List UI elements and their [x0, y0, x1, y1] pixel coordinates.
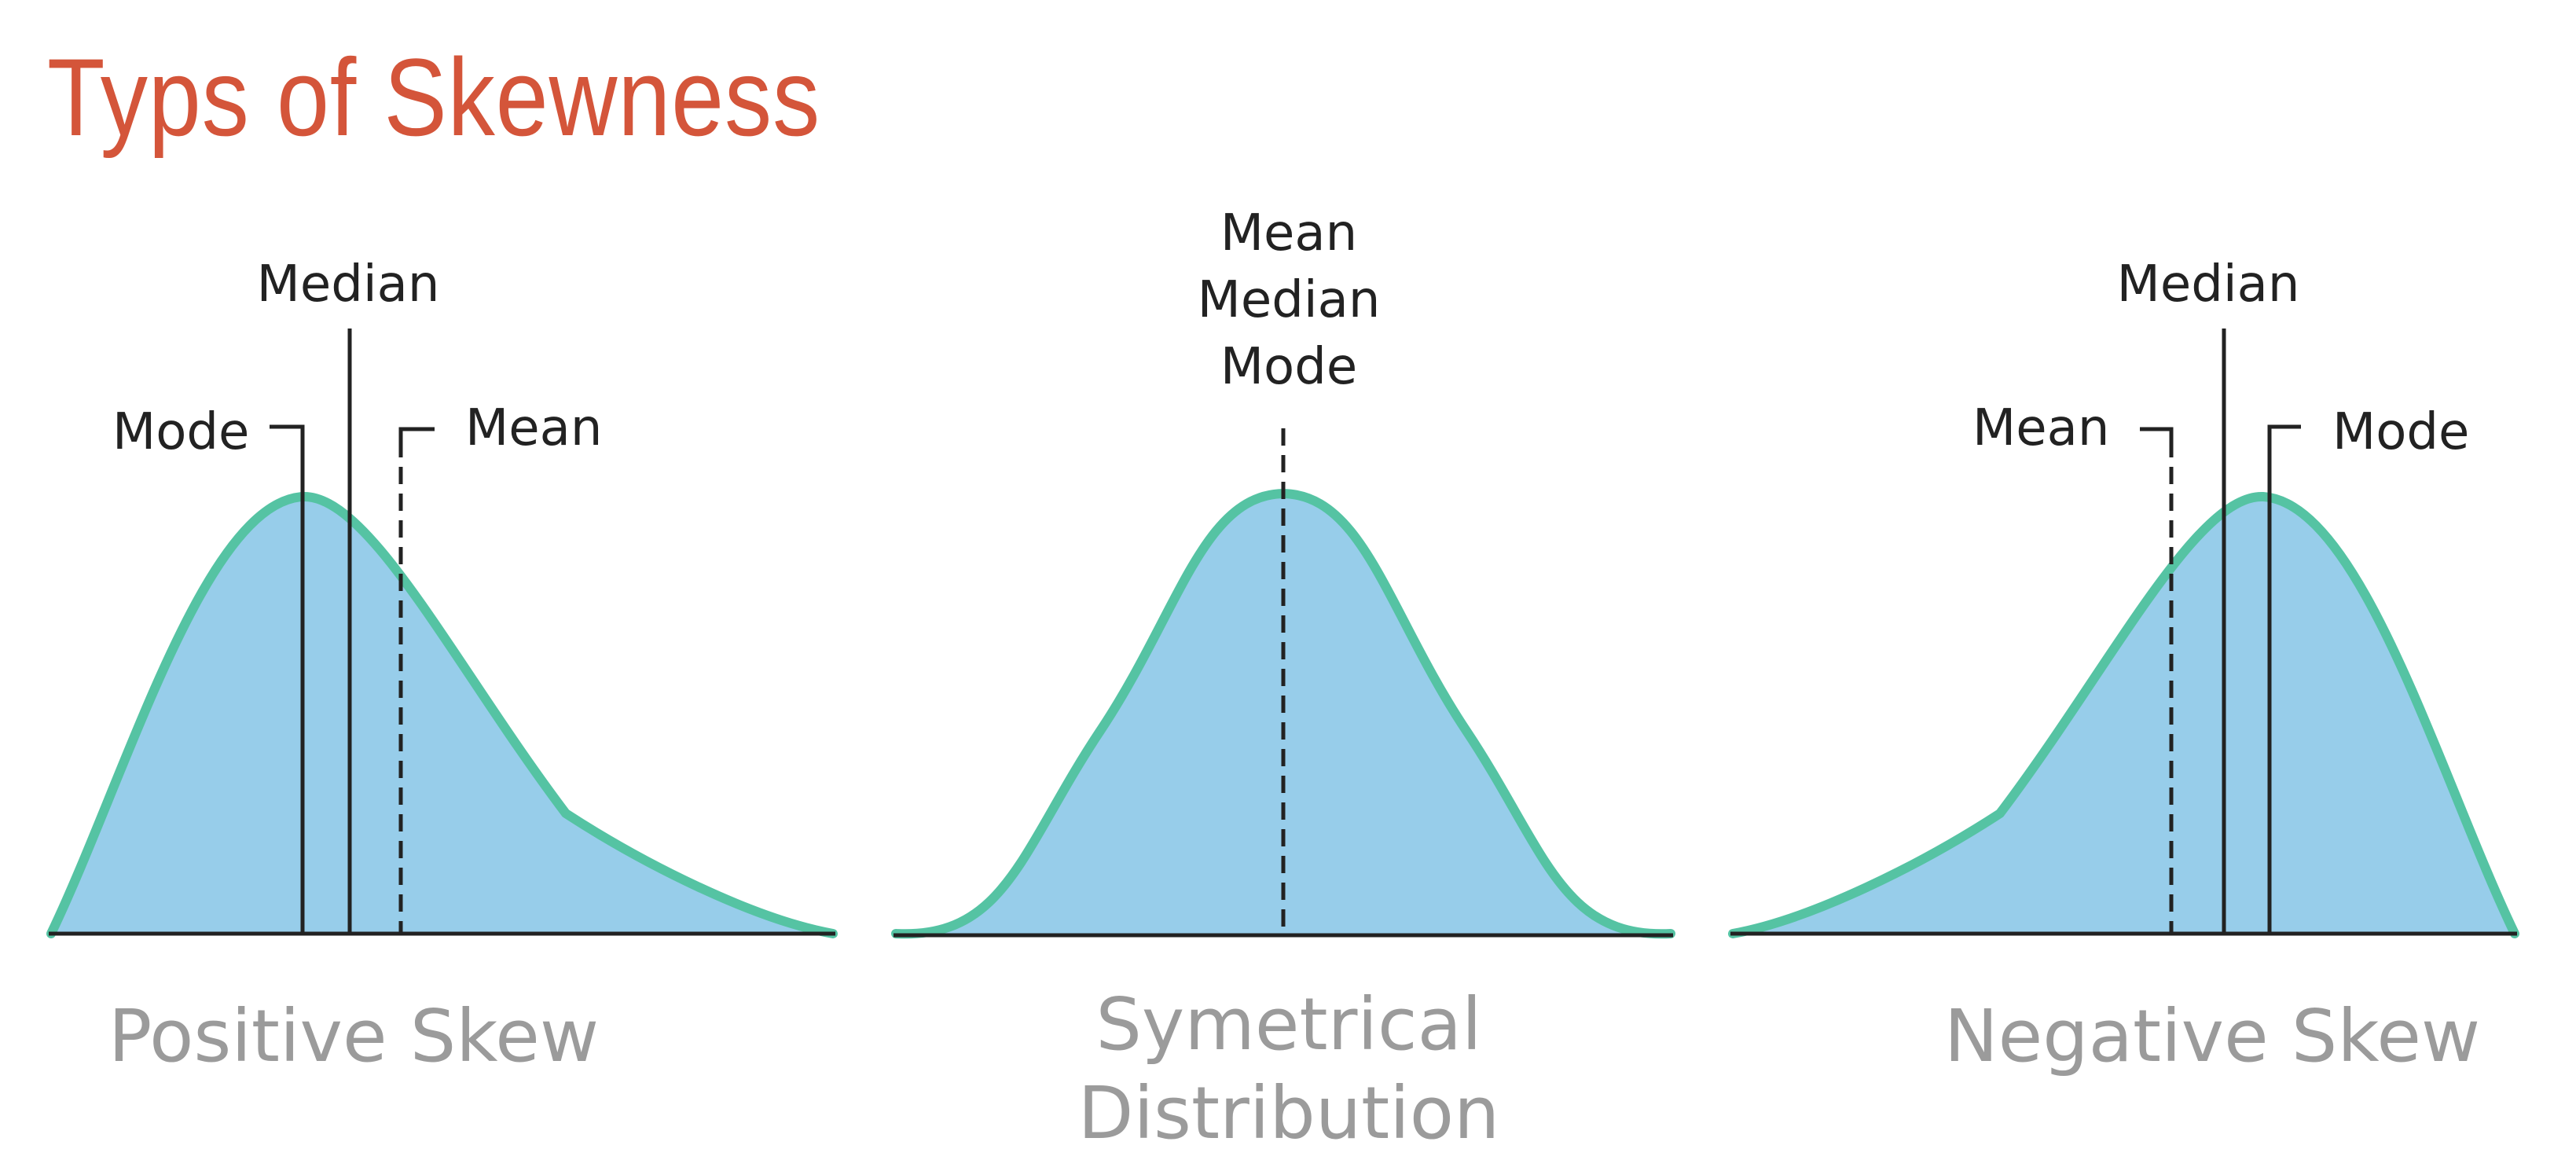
positive-panel-label: Positive Skew	[108, 994, 599, 1078]
positive-median-label: Median	[257, 255, 440, 314]
negative-mean-label: Mean	[1972, 399, 2109, 457]
negative-skew-curve	[1728, 491, 2519, 938]
positive-skew-curve	[46, 491, 838, 938]
negative-mean-leader	[2140, 427, 2174, 440]
symmetrical-mode-label: Mode	[1220, 338, 1357, 396]
positive-mode-line	[270, 424, 305, 934]
negative-panel-label: Negative Skew	[1944, 994, 2480, 1078]
positive-mean-label: Mean	[465, 399, 602, 457]
positive-skew-panel: Mode Median Mean Positive Skew	[46, 255, 838, 1078]
negative-mode-line	[2267, 424, 2301, 934]
negative-skew-panel: Mean Median Mode Negative Skew	[1728, 255, 2519, 1078]
page-title: Typs of Skewness	[47, 35, 821, 159]
negative-mode-label: Mode	[2332, 403, 2469, 461]
symmetrical-median-label: Median	[1198, 271, 1381, 329]
positive-skew-area	[51, 496, 833, 934]
negative-median-label: Median	[2117, 255, 2300, 314]
symmetrical-panel: Mean Median Mode Symetrical Distribution	[891, 204, 1675, 1155]
positive-mean-leader	[398, 427, 435, 440]
symmetrical-mean-label: Mean	[1220, 204, 1357, 262]
symmetrical-panel-label-line1: Symetrical	[1095, 982, 1481, 1066]
symmetrical-panel-label-line2: Distribution	[1078, 1071, 1500, 1155]
negative-skew-area	[1733, 496, 2515, 934]
symmetrical-area	[896, 494, 1671, 934]
positive-mode-label: Mode	[112, 403, 249, 461]
